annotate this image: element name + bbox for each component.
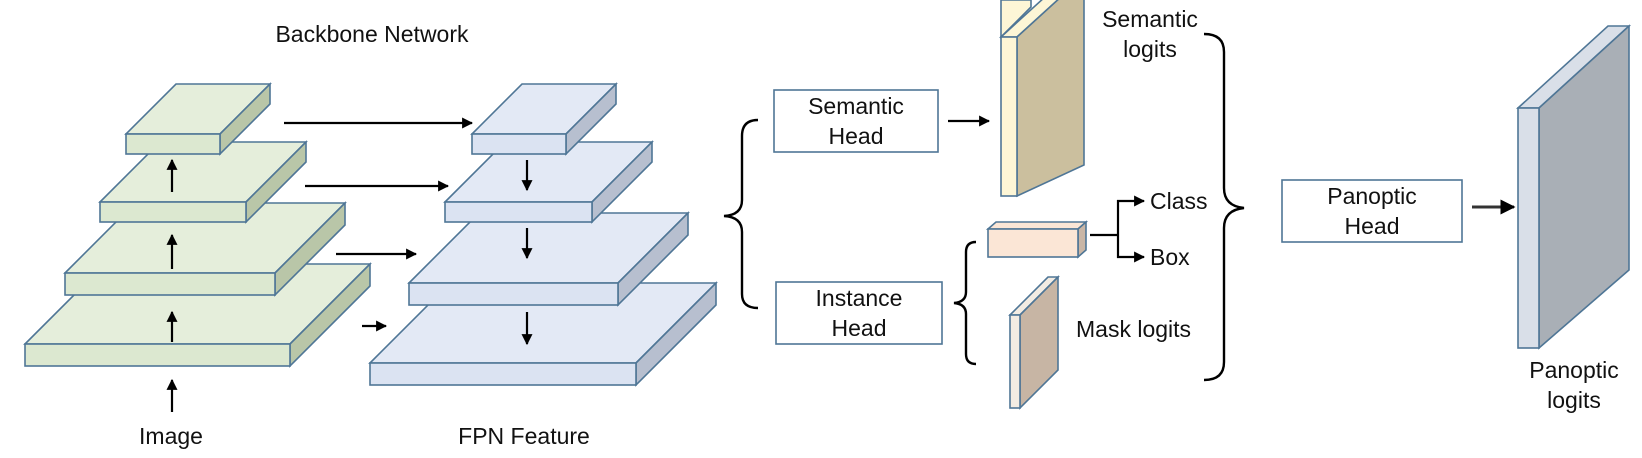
semantic-logits-slab [998,0,1085,198]
backbone-network-label: Backbone Network [275,21,469,47]
semantic-head-label-line2: Head [829,123,884,149]
class-box-slab [985,220,1089,259]
semantic-logits-label-line2: logits [1123,36,1177,62]
fpn-slab-3 [407,211,690,307]
instance-outputs-brace [953,240,977,366]
panoptic-head-label-line1: Panoptic [1327,183,1417,209]
class-label: Class [1150,188,1208,214]
semantic-head-box: Semantic Head [773,89,939,153]
fpn-heads-brace [723,118,759,310]
mask-logits-slab [1008,275,1060,410]
instance-head-box: Instance Head [775,281,943,345]
backbone-slab-2 [98,140,308,224]
semantic-head-label-line1: Semantic [808,93,904,119]
mask-logits-label: Mask logits [1076,316,1191,342]
semantic-logits-label-line1: Semantic [1102,6,1198,32]
fpn-slab-2 [443,140,654,224]
fpn-feature-label: FPN Feature [458,423,590,449]
panoptic-logits-slab [1515,24,1632,350]
box-label: Box [1150,244,1190,270]
instance-head-label-line1: Instance [816,285,903,311]
fpn-pyramid [368,82,718,387]
panoptic-head-label-line2: Head [1345,213,1400,239]
instance-head-label-line2: Head [832,315,887,341]
backbone-slab-1 [124,82,272,156]
panoptic-logits-label-line2: logits [1547,387,1601,413]
panoptic-logits-label-line1: Panoptic [1529,357,1619,383]
fpn-slab-1 [470,82,618,156]
panoptic-head-box: Panoptic Head [1281,179,1463,243]
image-label: Image [139,423,203,449]
fusion-brace [1203,32,1245,382]
backbone-pyramid [23,82,372,412]
lateral-connections [284,117,474,332]
class-box-fork [1090,195,1146,263]
backbone-slab-3 [63,201,347,297]
